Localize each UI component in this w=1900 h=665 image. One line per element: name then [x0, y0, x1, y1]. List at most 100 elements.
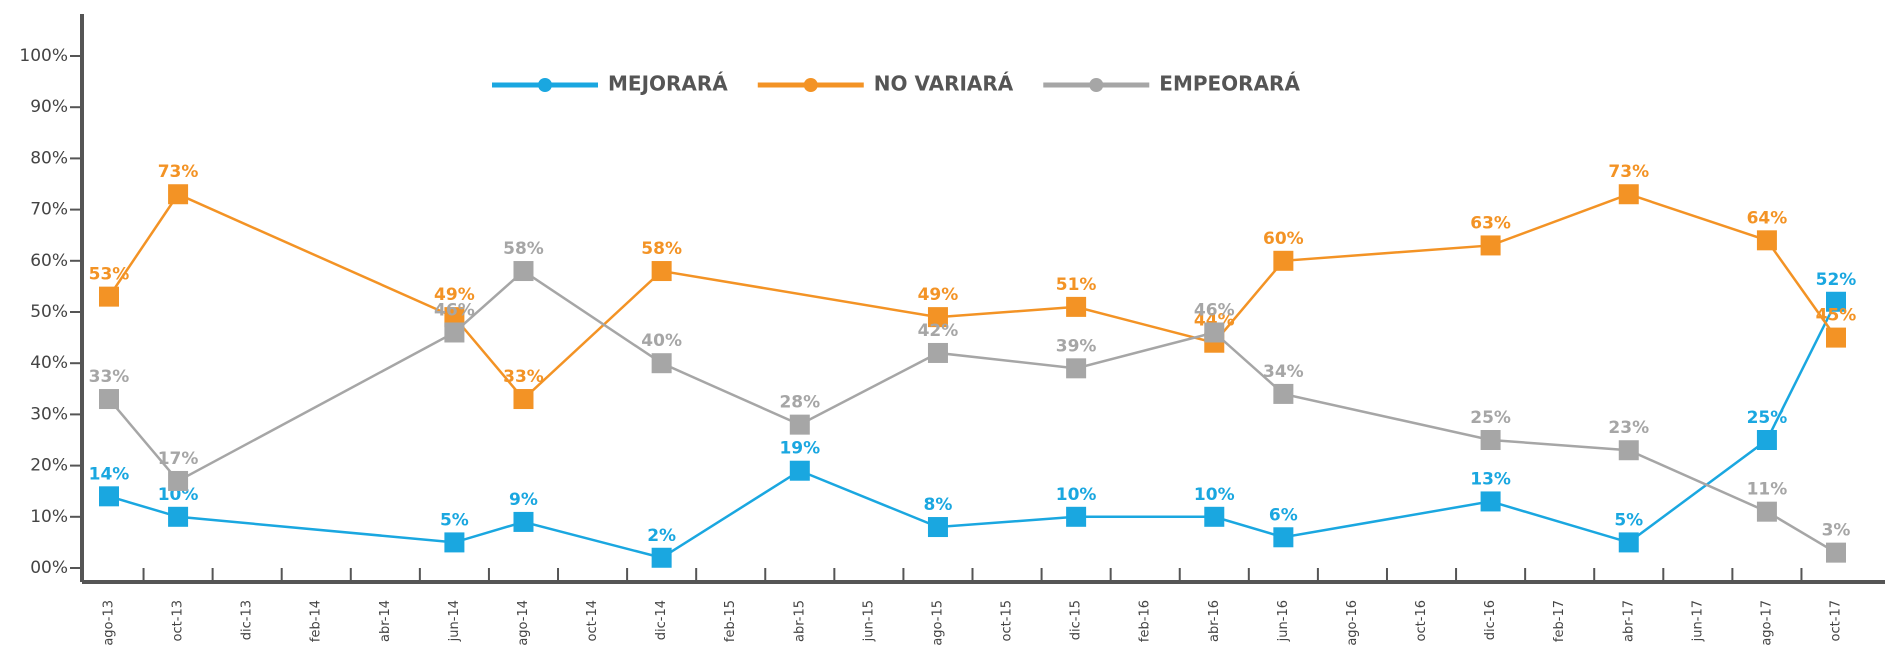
data-label: 73%	[158, 162, 199, 182]
y-tick-label: 100%	[19, 46, 68, 66]
series-line	[107, 192, 1838, 401]
data-label: 46%	[1194, 300, 1235, 320]
data-label: 46%	[434, 300, 475, 320]
data-label: 63%	[1470, 213, 1511, 233]
data-label: 14%	[89, 464, 130, 484]
x-tick-label: oct-17	[1829, 600, 1844, 641]
y-tick-label: 40%	[30, 353, 68, 373]
data-point	[789, 460, 810, 481]
data-label: 6%	[1269, 505, 1298, 525]
x-tick-label: feb-16	[1138, 600, 1153, 642]
data-point	[927, 517, 948, 538]
data-label: 39%	[1056, 336, 1097, 356]
data-point	[1618, 532, 1639, 553]
y-tick-label: 90%	[30, 97, 68, 117]
x-tick-label: abr-16	[1207, 600, 1222, 642]
x-tick-label: jun-14	[447, 600, 462, 642]
data-label: 40%	[641, 331, 682, 351]
data-label: 58%	[503, 239, 544, 259]
data-label: 44%	[1194, 311, 1235, 331]
data-label: 28%	[779, 393, 820, 413]
data-label: 73%	[1608, 162, 1649, 182]
y-tick-label: 30%	[30, 404, 68, 424]
x-tick-label: feb-15	[723, 600, 738, 642]
x-tick-label: dic-16	[1483, 600, 1498, 640]
y-tick-label: 00%	[30, 558, 68, 578]
data-point	[651, 353, 672, 374]
data-point	[1618, 440, 1639, 461]
data-point	[1480, 430, 1501, 450]
data-label: 34%	[1263, 362, 1304, 382]
x-tick-label: oct-14	[585, 600, 600, 641]
data-label: 33%	[503, 367, 544, 387]
legend-marker	[1089, 78, 1104, 92]
data-point	[99, 486, 119, 507]
data-label: 5%	[440, 510, 469, 530]
x-tick-label: jun-16	[1276, 600, 1291, 642]
data-label: 5%	[1614, 510, 1643, 530]
data-label: 33%	[89, 367, 130, 387]
data-label: 10%	[1194, 485, 1235, 505]
x-tick-label: dic-14	[654, 600, 669, 640]
x-tick-label: ago-13	[102, 600, 117, 646]
x-tick-label: jun-17	[1690, 600, 1705, 642]
y-tick-label: 10%	[30, 507, 68, 527]
data-label: 9%	[509, 490, 538, 510]
data-point	[1066, 358, 1087, 379]
x-tick-label: jun-15	[861, 600, 876, 642]
data-point	[789, 414, 810, 435]
data-point	[513, 261, 534, 282]
data-point	[1826, 327, 1846, 348]
x-tick-label: feb-14	[309, 600, 324, 642]
series-line	[108, 301, 1838, 560]
x-tick-label: oct-16	[1414, 600, 1429, 641]
x-tick-label: oct-13	[171, 600, 186, 641]
data-label: 49%	[434, 285, 475, 305]
data-point	[1204, 506, 1225, 527]
data-label: 60%	[1263, 229, 1304, 249]
data-point	[1826, 291, 1846, 312]
data-point	[1618, 184, 1639, 205]
data-label: 13%	[1470, 469, 1511, 489]
data-point	[168, 184, 189, 205]
legend-marker	[538, 78, 552, 92]
data-label: 17%	[158, 449, 199, 469]
x-tick-label: abr-17	[1621, 600, 1636, 642]
data-point	[513, 389, 534, 410]
y-tick-label: 50%	[30, 302, 68, 322]
y-tick-label: 60%	[30, 251, 68, 271]
data-label: 19%	[779, 439, 820, 459]
data-label: 10%	[158, 485, 199, 505]
legend-label: MEJORARÁ	[608, 72, 728, 96]
data-point	[1826, 542, 1846, 563]
data-point	[1480, 491, 1501, 512]
x-tick-label: ago-17	[1759, 600, 1774, 646]
data-label: 51%	[1056, 275, 1097, 295]
data-label: 2%	[647, 526, 676, 546]
data-point	[1480, 235, 1501, 256]
x-tick-label: abr-14	[378, 600, 393, 642]
x-tick-label: ago-16	[1345, 600, 1360, 646]
data-label: 42%	[918, 321, 959, 341]
data-point	[927, 342, 948, 363]
legend-label: EMPEORARÁ	[1159, 72, 1300, 96]
legend-label: NO VARIARÁ	[874, 72, 1014, 96]
y-tick-label: 20%	[30, 456, 68, 476]
data-label: 45%	[1816, 306, 1857, 326]
data-point	[927, 307, 948, 328]
data-point	[168, 506, 189, 527]
data-label: 52%	[1816, 270, 1857, 290]
data-label: 8%	[924, 495, 953, 515]
x-tick-label: ago-15	[930, 600, 945, 646]
data-point	[1273, 383, 1294, 404]
data-label: 25%	[1470, 408, 1511, 428]
data-point	[1756, 430, 1777, 450]
data-point	[1273, 527, 1294, 548]
data-label: 49%	[918, 285, 959, 305]
data-point	[651, 261, 672, 282]
data-point	[444, 532, 465, 553]
data-label: 25%	[1747, 408, 1788, 428]
x-tick-label: abr-15	[792, 600, 807, 642]
data-point	[1066, 296, 1087, 317]
